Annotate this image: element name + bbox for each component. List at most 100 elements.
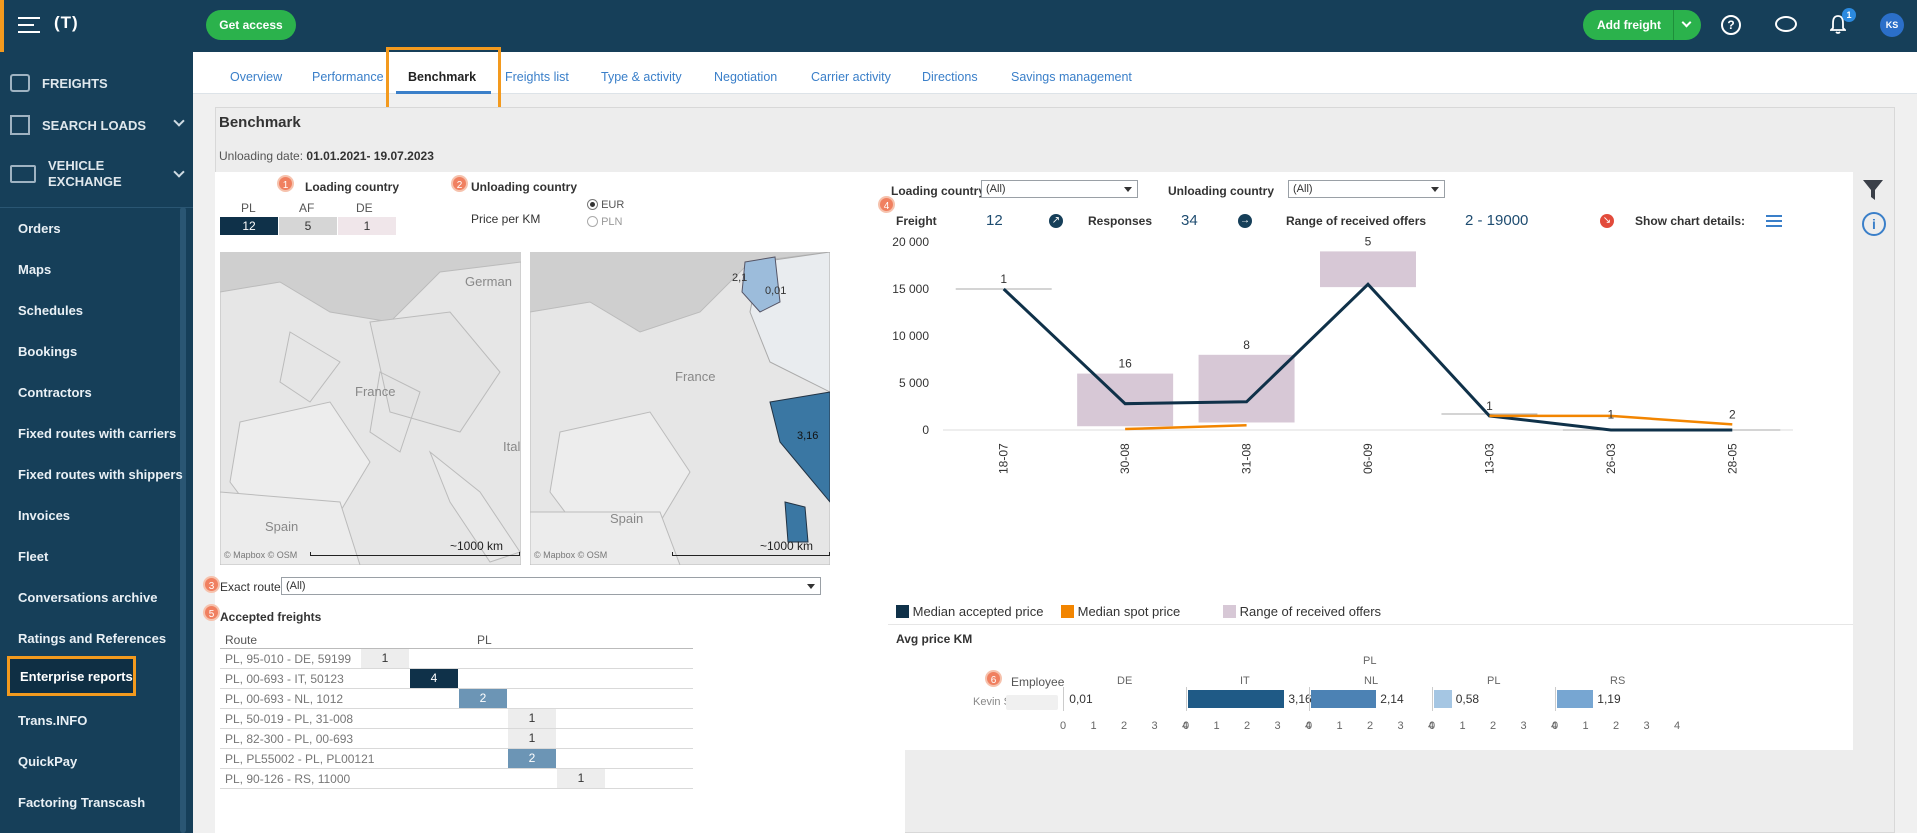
sidebar-item-vehicle-exchange[interactable]: VEHICLE EXCHANGE [10,158,185,190]
sidebar-item-maps[interactable]: Maps [18,262,52,277]
page-title: Benchmark [219,114,301,131]
help-icon[interactable]: ? [1721,15,1741,35]
list-icon[interactable] [1766,215,1782,227]
add-freight-label: Add freight [1597,18,1661,32]
sidebar-item-schedules[interactable]: Schedules [18,303,84,318]
tab-benchmark[interactable]: Benchmark [408,70,477,84]
dropdown-arrow-icon [1431,187,1439,192]
sidebar-item-invoices[interactable]: Invoices [18,508,71,523]
sidebar-item-freights[interactable]: FREIGHTS [10,74,108,92]
legend-label: Median spot price [1077,604,1181,619]
sidebar-item-contractors[interactable]: Contractors [18,385,92,400]
loading-country-af-cell[interactable]: 5 [279,217,337,235]
benchmark-chart[interactable]: 20 000 15 000 10 000 5 000 0 16 8 5 1 1 1 2 18-07 30-… [888,232,1853,522]
axis-tick-label: 0 [1306,720,1313,732]
series-line-spot [1489,414,1733,426]
tab-negotiation[interactable]: Negotiation [714,70,778,84]
axis-tick-label: 3 [1397,720,1404,732]
range-box [1077,373,1174,427]
info-icon[interactable]: i [1862,212,1886,236]
loading-country-map[interactable]: German France Ital Spain © Mapbox © OSM … [220,252,521,565]
date-label: Unloading date: [219,149,304,163]
currency-pln-radio[interactable]: PLN [587,216,622,228]
point-count-label: 1 [1486,399,1493,413]
sidebar-item-fleet[interactable]: Fleet [18,549,49,564]
tab-savings-management[interactable]: Savings management [1011,70,1132,84]
y-tick-label: 5 000 [899,376,929,390]
table-row[interactable]: PL, 82-300 - PL, 00-693 1 [220,729,693,749]
loading-country-pl-cell[interactable]: 12 [220,217,278,235]
avg-price-bar-pl[interactable] [1434,690,1452,708]
freight-label: Freight [896,214,937,228]
add-freight-button[interactable]: Add freight [1583,10,1701,40]
avg-price-bar-it[interactable] [1188,690,1285,708]
sidebar-item-quickpay[interactable]: QuickPay [18,754,78,769]
add-freight-chevron-icon[interactable] [1673,10,1701,40]
avg-price-bar-rs[interactable] [1557,690,1594,708]
employee-name: Kevin S [973,696,1011,708]
axis-tick-label: 1 [1213,720,1220,732]
logo[interactable]: (T) [54,13,79,32]
tab-carrier-activity[interactable]: Carrier activity [811,70,891,84]
freight-value: 12 [986,212,1003,229]
avg-price-bar-de[interactable] [1065,690,1066,708]
table-row[interactable]: PL, 50-019 - PL, 31-008 1 [220,709,693,729]
chat-icon[interactable] [1775,16,1797,32]
get-access-button[interactable]: Get access [206,10,296,40]
tab-performance[interactable]: Performance [312,70,384,84]
sidebar-item-transinfo[interactable]: Trans.INFO [18,713,88,728]
sidebar-item-orders[interactable]: Orders [18,221,61,236]
date-value: 01.01.2021- 19.07.2023 [306,149,434,163]
sidebar-item-conversations-archive[interactable]: Conversations archive [18,590,158,605]
currency-eur-radio[interactable]: EUR [587,199,624,211]
sidebar-item-fixed-routes-shippers[interactable]: Fixed routes with shippers [18,467,183,482]
sidebar-item-bookings[interactable]: Bookings [18,344,78,359]
map-label-france: France [675,369,716,384]
table-row[interactable]: PL, PL55002 - PL, PL00121 2 [220,749,693,769]
map-scale: ~1000 km [450,539,504,553]
unloading-country-select[interactable]: (All) [1288,180,1445,198]
badge-2: 2 [451,175,468,192]
tab-type-activity[interactable]: Type & activity [601,70,682,84]
tab-freights-list[interactable]: Freights list [505,70,569,84]
table-row[interactable]: PL, 90-126 - RS, 11000 1 [220,769,693,789]
bell-icon[interactable] [1828,15,1848,34]
sidebar-item-search-loads[interactable]: SEARCH LOADS [10,115,185,135]
avg-price-value: 3,16 [1288,692,1312,706]
filter-icon[interactable] [1861,178,1885,202]
map-value-it: 3,16 [797,430,819,442]
route-cell: PL, 90-126 - RS, 11000 [225,772,351,786]
map-scale-bar [672,552,830,556]
sidebar-item-factoring[interactable]: Factoring Transcash [18,795,146,810]
table-row[interactable]: PL, 00-693 - IT, 50123 4 [220,669,693,689]
value-cell: 2 [459,689,507,708]
sidebar-item-fixed-routes-carriers[interactable]: Fixed routes with carriers [18,426,177,441]
loading-country-de-cell[interactable]: 1 [338,217,396,235]
sidebar-item-enterprise-reports[interactable]: Enterprise reports [7,656,136,696]
avg-price-bars: 0,01 0 1 2 3 4 3,16 0 1 2 3 4 2,14 0 1 2 3 4 0,58 0 1 2 3 4 1,19… [888,172,1853,750]
hamburger-menu-icon[interactable] [18,17,40,33]
pl-group-label: PL [1363,655,1377,667]
axis-tick-label: 2 [1121,720,1128,732]
axis-tick-label: 2 [1244,720,1251,732]
avatar[interactable]: KS [1880,13,1904,37]
axis-tick-label: 0 [1060,720,1067,732]
country-header-rs: RS [1610,675,1626,687]
value-cell: 2 [508,749,556,768]
sidebar-scrollbar[interactable] [180,207,186,833]
tab-overview[interactable]: Overview [230,70,283,84]
price-per-km-label: Price per KM [471,212,541,226]
truck-icon [10,165,36,183]
table-row[interactable]: PL, 00-693 - NL, 1012 2 [220,689,693,709]
loading-country-select[interactable]: (All) [981,180,1138,198]
tab-directions[interactable]: Directions [922,70,978,84]
table-row[interactable]: PL, 95-010 - DE, 59199 1 [220,649,693,669]
series-line-spot [1125,424,1247,431]
sidebar-item-ratings[interactable]: Ratings and References [18,631,167,646]
axis-tick-label: 1 [1582,720,1589,732]
unloading-country-map[interactable]: France Spain 0,01 2,1 3,16 © Mapbox © OS… [530,252,830,565]
tab-active-underline [396,91,491,94]
sidebar-item-label: Enterprise reports [20,669,133,684]
avg-price-bar-nl[interactable] [1311,690,1377,708]
exact-route-select[interactable]: (All) [281,577,821,595]
